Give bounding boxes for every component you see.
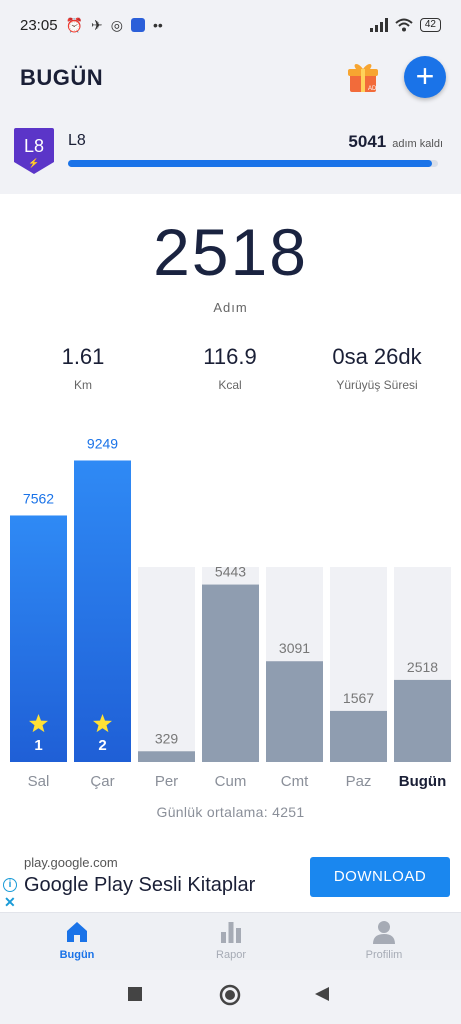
- goal-star-icon: [93, 714, 112, 733]
- chart-value-label: 329: [155, 730, 179, 746]
- distance-label: Km: [74, 378, 92, 392]
- ad-title[interactable]: Google Play Sesli Kitaplar: [24, 874, 256, 896]
- level-progress-fill: [68, 160, 433, 167]
- ad-info-icon[interactable]: i: [3, 878, 17, 892]
- nav-today[interactable]: Bugün: [27, 919, 127, 961]
- app-notification-icon: [130, 18, 145, 32]
- chart-value-label: 1567: [343, 690, 374, 706]
- nav-profile-label: Profilim: [365, 949, 403, 961]
- duration-stat: 0sa 26dk Yürüyüş Süresi: [302, 344, 452, 392]
- level-badge-text: L8: [24, 136, 44, 156]
- plane-icon: ✈: [90, 16, 103, 33]
- recents-icon[interactable]: [127, 986, 143, 1002]
- chart-day-label: Cum: [215, 773, 247, 790]
- chart-value-label: 5443: [215, 564, 246, 580]
- today-card: 2518 Adım 1.61 Km 116.9 Kcal 0sa 26dk Yü…: [0, 194, 461, 840]
- system-navigation-bar: [0, 970, 461, 1024]
- back-icon[interactable]: [314, 986, 330, 1002]
- nav-profile[interactable]: Profilim: [334, 919, 434, 961]
- level-progress-bar: [68, 160, 438, 167]
- whatsapp-icon: ◎: [110, 16, 123, 33]
- duration-value: 0sa 26dk: [332, 344, 422, 369]
- alarm-icon: ⏰: [65, 16, 83, 33]
- ad-banner[interactable]: play.google.com Google Play Sesli Kitapl…: [0, 840, 461, 912]
- distance-value: 1.61: [61, 344, 105, 369]
- calories-label: Kcal: [218, 378, 242, 392]
- level-name: L8: [68, 132, 86, 149]
- page-title: BUGÜN: [20, 65, 104, 90]
- gift-icon[interactable]: AD: [346, 60, 380, 94]
- home-icon: [67, 922, 87, 942]
- gift-ad-label: AD: [368, 86, 377, 92]
- remaining-steps-label: adım kaldı: [392, 138, 443, 150]
- bar-chart-icon: [221, 922, 241, 943]
- weekly-steps-chart-svg: 7562 1 Sal 9249 2 Çar 329 Per 5443 Cum 3091 Cmt 1567…: [10, 435, 451, 790]
- chart-bar[interactable]: [330, 710, 387, 762]
- level-badge-icon: L8 ⚡: [14, 128, 54, 174]
- distance-stat: 1.61 Km: [8, 344, 158, 392]
- chart-bar[interactable]: [266, 661, 323, 762]
- home-button-icon[interactable]: [219, 984, 241, 1006]
- ad-domain: play.google.com: [24, 855, 118, 870]
- bottom-navigation: Bugün Rapor Profilim: [0, 912, 461, 970]
- chart-bar[interactable]: [394, 679, 451, 762]
- ad-download-button[interactable]: DOWNLOAD: [310, 857, 450, 897]
- chart-day-label: Per: [155, 773, 178, 790]
- chart-day-label: Paz: [346, 773, 372, 790]
- calories-stat: 116.9 Kcal: [155, 344, 305, 392]
- goal-number-label: 1: [34, 737, 42, 754]
- battery-indicator: 42: [419, 18, 441, 32]
- chart-value-label: 2518: [407, 659, 438, 675]
- app-header: BUGÜN AD +: [0, 50, 461, 106]
- duration-label: Yürüyüş Süresi: [336, 378, 418, 392]
- daily-average: Günlük ortalama: 4251: [156, 804, 305, 820]
- add-button[interactable]: +: [404, 56, 446, 98]
- remaining-steps-value: 5041: [348, 132, 387, 151]
- level-progress: L8 ⚡ L8 5041 adım kaldı: [0, 120, 461, 184]
- steps-count: 2518: [153, 215, 308, 289]
- wifi-icon: [395, 18, 413, 32]
- goal-number-label: 2: [98, 737, 106, 754]
- calories-value: 116.9: [203, 344, 257, 369]
- nav-report[interactable]: Rapor: [181, 919, 281, 961]
- chart-day-label: Bugün: [399, 773, 446, 790]
- chart-day-label: Çar: [90, 773, 114, 790]
- chart-bar[interactable]: [74, 460, 131, 762]
- svg-text:⚡: ⚡: [28, 157, 39, 169]
- chart-bar-track: [138, 567, 195, 762]
- person-icon: [373, 921, 395, 944]
- remaining-steps: 5041 adım kaldı: [348, 132, 443, 152]
- chart-value-label: 3091: [279, 640, 310, 656]
- chart-value-label: 7562: [23, 490, 54, 506]
- ad-close-icon[interactable]: ✕: [4, 894, 16, 910]
- chart-value-label: 9249: [87, 435, 118, 451]
- chart-bar[interactable]: [138, 751, 195, 762]
- chart-day-label: Sal: [28, 773, 50, 790]
- nav-today-label: Bugün: [59, 949, 95, 961]
- status-bar: 23:05 ⏰ ✈ ◎ •• 42: [0, 0, 461, 50]
- status-time: 23:05: [20, 16, 58, 34]
- signal-icon: [369, 18, 388, 32]
- weekly-steps-chart: 7562 1 Sal 9249 2 Çar 329 Per 5443 Cum 3091 Cmt 1567…: [0, 424, 461, 804]
- more-notifications-icon: ••: [152, 17, 163, 33]
- chart-day-label: Cmt: [281, 773, 309, 790]
- steps-label: Adım: [213, 300, 248, 315]
- chart-bar[interactable]: [202, 584, 259, 762]
- nav-report-label: Rapor: [216, 949, 246, 961]
- goal-star-icon: [29, 714, 48, 733]
